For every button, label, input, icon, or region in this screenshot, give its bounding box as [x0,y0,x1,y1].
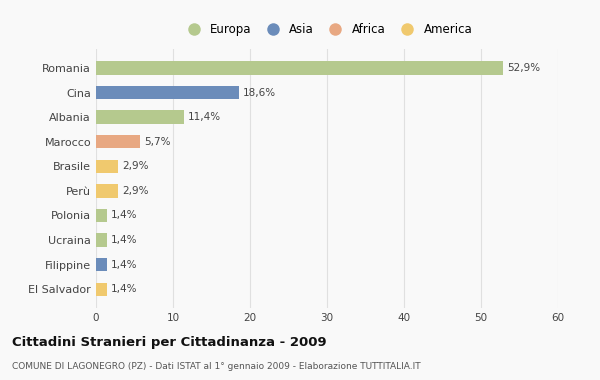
Text: 2,9%: 2,9% [122,161,149,171]
Text: 2,9%: 2,9% [122,186,149,196]
Text: 1,4%: 1,4% [110,284,137,294]
Bar [96,160,118,173]
Bar [96,209,107,222]
Text: 5,7%: 5,7% [144,137,170,147]
Text: 1,4%: 1,4% [110,211,137,220]
Bar [96,61,503,75]
Text: 1,4%: 1,4% [110,260,137,270]
Bar [96,110,184,124]
Text: 1,4%: 1,4% [110,235,137,245]
Bar [96,282,107,296]
Text: 52,9%: 52,9% [507,63,541,73]
Text: 18,6%: 18,6% [243,87,276,98]
Bar [96,135,140,149]
Bar [96,233,107,247]
Bar [96,184,118,198]
Bar [96,258,107,271]
Text: 11,4%: 11,4% [188,112,221,122]
Bar [96,86,239,99]
Text: COMUNE DI LAGONEGRO (PZ) - Dati ISTAT al 1° gennaio 2009 - Elaborazione TUTTITAL: COMUNE DI LAGONEGRO (PZ) - Dati ISTAT al… [12,362,421,370]
Text: Cittadini Stranieri per Cittadinanza - 2009: Cittadini Stranieri per Cittadinanza - 2… [12,336,326,349]
Legend: Europa, Asia, Africa, America: Europa, Asia, Africa, America [178,19,476,39]
